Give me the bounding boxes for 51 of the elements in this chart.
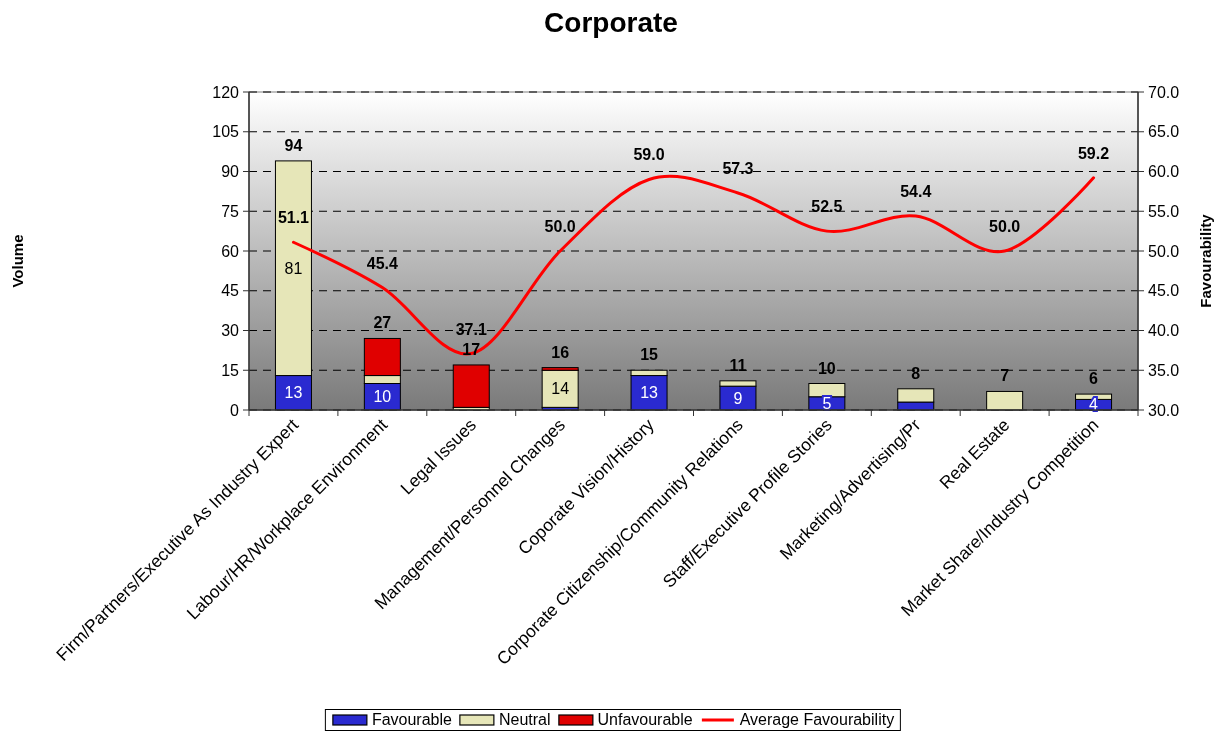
data-label: 45.4 [366,254,399,272]
y2-tick-label: 60.0 [1148,163,1180,180]
y2-axis-title: Favourability [1197,213,1214,308]
y-tick-label: 120 [212,83,240,101]
chart-title: Corporate [544,7,678,38]
data-label: 13 [284,384,303,402]
y-tick-label: 105 [212,123,240,141]
y-tick-label: 30 [221,322,240,339]
legend-label: Unfavourable [597,711,693,729]
y-tick-label: 0 [230,401,240,419]
data-label: 50.0 [989,218,1021,235]
total-label: 94 [284,136,303,154]
data-label: 59.0 [633,146,665,164]
total-label: 10 [817,359,836,377]
total-label: 8 [911,364,921,382]
total-label: 6 [1089,370,1099,388]
y2-tick-label: 35.0 [1148,361,1180,379]
data-label: 9 [733,389,743,407]
data-label: 81 [284,259,303,277]
data-label: 59.2 [1077,144,1110,162]
y2-tick-label: 45.0 [1148,282,1180,300]
data-label: 10 [373,388,392,406]
data-label: 14 [551,380,570,398]
y-tick-label: 45 [221,282,240,300]
y2-tick-label: 30.0 [1148,401,1180,419]
y-tick-label: 75 [221,202,240,220]
data-label: 54.4 [900,183,932,201]
y-tick-label: 15 [221,361,240,379]
y-tick-label: 60 [221,242,240,260]
y2-tick-label: 65.0 [1148,123,1180,141]
data-label: 13 [640,384,659,402]
total-label: 11 [729,356,747,374]
data-label: 57.3 [722,159,754,177]
legend-label: Average Favourability [739,711,895,729]
data-label: 51.1 [277,209,310,227]
y2-tick-label: 50.0 [1148,242,1180,260]
y-tick-label: 90 [221,163,240,180]
y2-tick-label: 55.0 [1148,202,1180,220]
data-label: 37.1 [455,320,487,338]
y2-tick-label: 40.0 [1148,322,1180,339]
legend-label: Favourable [371,711,452,729]
data-label: 50.0 [544,218,576,235]
data-label: 5 [822,394,832,412]
total-label: 7 [1000,367,1010,385]
total-label: 15 [640,346,659,364]
data-label: 52.5 [811,198,843,216]
total-label: 27 [373,314,392,332]
y2-tick-label: 70.0 [1148,83,1180,101]
y-axis-title: Volume [9,234,26,288]
legend-label: Neutral [498,711,551,729]
total-label: 16 [551,343,570,361]
